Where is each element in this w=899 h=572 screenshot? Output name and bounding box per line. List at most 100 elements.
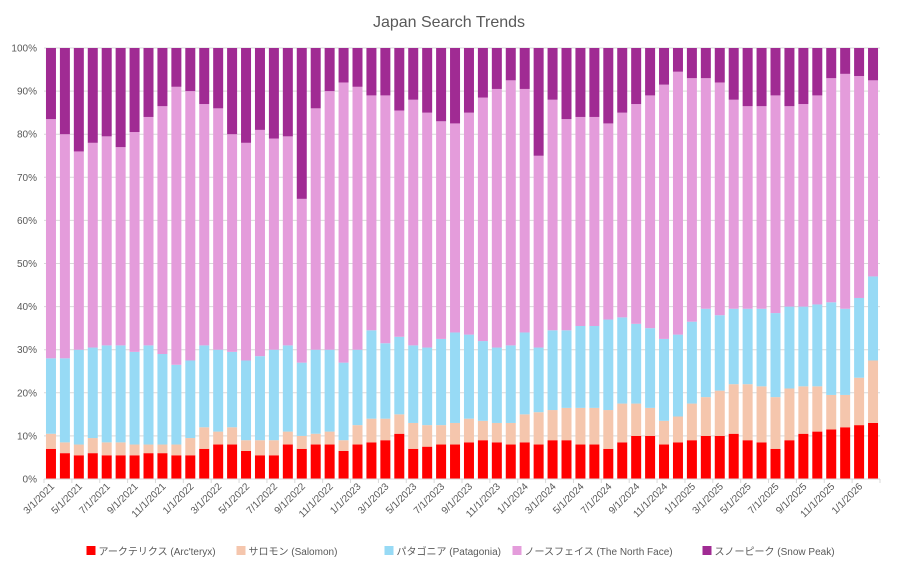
bar-stack xyxy=(380,48,391,479)
legend-item: パタゴニア (Patagonia) xyxy=(384,545,501,558)
bar-segment-series-1 xyxy=(854,377,865,426)
bar-stack xyxy=(296,48,307,479)
bar-segment-series-1 xyxy=(686,403,697,441)
bar-segment-series-0 xyxy=(422,446,433,479)
legend-label: パタゴニア (Patagonia) xyxy=(397,545,501,558)
bar-segment-series-3 xyxy=(477,97,488,342)
bar-segment-series-3 xyxy=(310,108,321,350)
bar-segment-series-3 xyxy=(408,99,419,346)
bar-stack xyxy=(366,48,377,479)
bar-segment-series-0 xyxy=(840,427,851,479)
bar-stack xyxy=(268,48,279,479)
bar-segment-series-0 xyxy=(394,433,405,479)
bar-segment-series-3 xyxy=(366,95,377,331)
bar-segment-series-0 xyxy=(87,453,98,479)
y-tick-label: 50% xyxy=(17,259,37,270)
bar-segment-series-1 xyxy=(241,440,252,451)
bar-segment-series-2 xyxy=(129,351,140,445)
legend-item: アークテリクス (Arc'teryx) xyxy=(86,546,216,558)
legend-label: アークテリクス (Arc'teryx) xyxy=(99,546,216,558)
bar-segment-series-3 xyxy=(519,88,530,333)
bar-segment-series-3 xyxy=(157,106,168,355)
bar-segment-series-0 xyxy=(491,442,502,479)
bar-segment-series-3 xyxy=(728,99,739,309)
bar-segment-series-4 xyxy=(770,48,781,96)
bar-segment-series-2 xyxy=(199,345,210,428)
legend-label: スノーピーク (Snow Peak) xyxy=(715,546,835,558)
bar-segment-series-3 xyxy=(324,91,335,350)
bar-segment-series-4 xyxy=(477,48,488,98)
bar-segment-series-2 xyxy=(143,345,154,445)
bar-stack xyxy=(338,48,349,479)
bar-segment-series-3 xyxy=(227,134,238,352)
bar-segment-series-2 xyxy=(700,308,711,398)
bar-segment-series-1 xyxy=(282,431,293,445)
bar-segment-series-2 xyxy=(617,317,628,404)
bar-stack xyxy=(798,48,809,479)
bar-stack xyxy=(352,48,363,479)
bar-segment-series-0 xyxy=(617,442,628,479)
y-tick-label: 30% xyxy=(17,345,37,356)
bar-segment-series-0 xyxy=(450,444,461,479)
bar-segment-series-3 xyxy=(296,198,307,363)
y-tick-label: 70% xyxy=(17,173,37,184)
bar-segment-series-3 xyxy=(73,151,84,350)
bar-segment-series-0 xyxy=(463,442,474,479)
bar-segment-series-3 xyxy=(352,86,363,350)
bar-stack xyxy=(101,48,112,479)
y-tick-label: 90% xyxy=(17,87,37,98)
bar-segment-series-3 xyxy=(561,119,572,331)
bar-segment-series-4 xyxy=(241,48,252,143)
bar-stack xyxy=(463,48,474,479)
bar-stack xyxy=(784,48,795,479)
bar-segment-series-0 xyxy=(728,433,739,479)
bar-segment-series-2 xyxy=(770,313,781,398)
bar-segment-series-3 xyxy=(268,138,279,350)
bar-segment-series-0 xyxy=(352,444,363,479)
bar-segment-series-4 xyxy=(659,48,670,85)
bar-segment-series-3 xyxy=(143,116,154,346)
bar-segment-series-1 xyxy=(798,386,809,434)
bar-segment-series-1 xyxy=(338,440,349,451)
bar-segment-series-0 xyxy=(798,433,809,479)
bar-segment-series-1 xyxy=(185,438,196,456)
bar-segment-series-0 xyxy=(436,444,447,479)
bar-segment-series-0 xyxy=(854,425,865,479)
bar-segment-series-0 xyxy=(241,450,252,479)
bar-segment-series-3 xyxy=(798,104,809,307)
bar-segment-series-3 xyxy=(282,136,293,346)
bars xyxy=(45,48,879,479)
bar-segment-series-2 xyxy=(45,358,56,434)
bar-segment-series-2 xyxy=(868,276,879,361)
bar-stack xyxy=(589,48,600,479)
bar-segment-series-2 xyxy=(157,354,168,445)
bar-segment-series-1 xyxy=(324,431,335,445)
legend-swatch xyxy=(702,546,712,555)
bar-segment-series-3 xyxy=(868,80,879,277)
bar-segment-series-3 xyxy=(617,112,628,318)
bar-stack xyxy=(854,48,865,479)
bar-segment-series-2 xyxy=(826,302,837,395)
bar-segment-series-4 xyxy=(310,48,321,109)
bar-segment-series-0 xyxy=(714,435,725,479)
bar-stack xyxy=(436,48,447,479)
bar-segment-series-3 xyxy=(631,104,642,324)
bar-segment-series-0 xyxy=(171,455,182,479)
bar-segment-series-0 xyxy=(254,455,265,479)
bar-stack xyxy=(575,48,586,479)
bar-segment-series-1 xyxy=(115,442,126,456)
bar-segment-series-2 xyxy=(227,351,238,428)
bar-stack xyxy=(659,48,670,479)
bar-segment-series-4 xyxy=(366,48,377,96)
bar-segment-series-1 xyxy=(533,412,544,445)
bar-segment-series-1 xyxy=(171,444,182,456)
legend-swatch xyxy=(236,546,246,555)
bar-segment-series-3 xyxy=(659,84,670,339)
bar-segment-series-2 xyxy=(171,364,182,445)
bar-segment-series-1 xyxy=(463,418,474,443)
bar-segment-series-3 xyxy=(45,119,56,359)
bar-segment-series-4 xyxy=(575,48,586,117)
bar-stack xyxy=(199,48,210,479)
bar-segment-series-4 xyxy=(101,48,112,137)
y-tick-label: 100% xyxy=(11,44,37,55)
